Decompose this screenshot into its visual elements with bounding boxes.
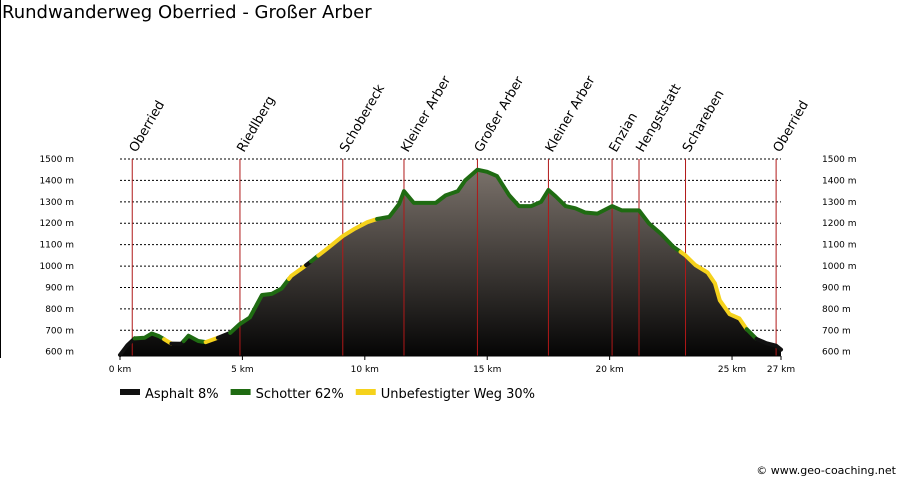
chart-title: Rundwanderweg Oberried - Großer Arber — [2, 2, 372, 23]
y-tick-left-1000: 1000 m — [39, 262, 74, 272]
y-tick-right-1400: 1400 m — [822, 176, 857, 186]
surface-segment-4 — [181, 333, 208, 345]
surface-segment-12 — [375, 167, 683, 254]
y-tick-left-800: 800 m — [45, 305, 74, 315]
surface-segment-7 — [228, 276, 291, 335]
y-tick-right-900: 900 m — [822, 283, 851, 293]
y-tick-right-1000: 1000 m — [822, 262, 857, 272]
y-tick-right-1500: 1500 m — [822, 155, 857, 165]
x-tick-label-27: 27 km — [767, 365, 795, 375]
waypoint-label-1: Riedlberg — [234, 94, 278, 155]
legend-label-2: Unbefestigter Weg 30% — [381, 387, 535, 402]
waypoint-label-3: Kleiner Arber — [398, 73, 454, 155]
x-tick-label-10: 10 km — [351, 365, 379, 375]
surface-segment-13 — [678, 249, 749, 332]
y-tick-left-700: 700 m — [45, 326, 74, 336]
surface-segment-11 — [316, 217, 380, 258]
y-tick-right-800: 800 m — [822, 305, 851, 315]
legend-swatch-0 — [120, 389, 140, 395]
waypoint-label-9: Oberried — [771, 98, 812, 155]
y-tick-right-1200: 1200 m — [822, 219, 857, 229]
axes: 600 m 600 m 700 m 700 m 800 m 800 m 900 m 900 m… — [39, 155, 856, 375]
y-tick-left-600: 600 m — [45, 348, 74, 358]
legend-swatch-2 — [355, 389, 376, 395]
waypoint-label-4: Großer Arber — [472, 74, 528, 155]
y-tick-left-1300: 1300 m — [39, 198, 74, 208]
x-tick-label-20: 20 km — [595, 365, 623, 375]
surface-segment-1 — [132, 331, 167, 342]
surface-segment-0 — [118, 336, 137, 357]
y-tick-right-700: 700 m — [822, 326, 851, 336]
x-tick-label-5: 5 km — [231, 365, 254, 375]
x-tick-label-0: 0 km — [109, 365, 132, 375]
surface-segment-15 — [754, 336, 783, 352]
y-tick-right-1100: 1100 m — [822, 241, 857, 251]
surface-line — [118, 167, 783, 357]
y-tick-left-900: 900 m — [45, 283, 74, 293]
legend-label-1: Schotter 62% — [256, 387, 344, 402]
elevation-area — [120, 169, 781, 356]
waypoint-label-2: Schobereck — [337, 82, 388, 155]
legend-swatch-1 — [230, 389, 251, 395]
y-tick-right-1300: 1300 m — [822, 198, 857, 208]
legend: Asphalt 8% Schotter 62% Unbefestigter Weg … — [120, 387, 535, 402]
y-tick-left-1500: 1500 m — [39, 155, 74, 165]
y-tick-left-1200: 1200 m — [39, 219, 74, 229]
x-tick-label-15: 15 km — [473, 365, 501, 375]
surface-segment-6 — [215, 330, 233, 340]
left-edge-line — [0, 0, 1, 358]
surface-segment-14 — [744, 327, 759, 341]
x-tick-label-25: 25 km — [718, 365, 746, 375]
y-tick-left-1100: 1100 m — [39, 241, 74, 251]
surface-segment-5 — [203, 335, 220, 345]
waypoint-label-7: Hengststatt — [633, 82, 684, 155]
waypoint-label-0: Oberried — [127, 98, 168, 155]
copyright-text: © www.geo-coaching.net — [756, 464, 896, 477]
legend-label-0: Asphalt 8% — [145, 387, 219, 402]
waypoint-label-5: Kleiner Arber — [543, 73, 599, 155]
y-tick-left-1400: 1400 m — [39, 176, 74, 186]
elevation-fill — [120, 169, 781, 356]
y-tick-right-600: 600 m — [822, 348, 851, 358]
waypoint-label-8: Schareben — [680, 88, 728, 155]
